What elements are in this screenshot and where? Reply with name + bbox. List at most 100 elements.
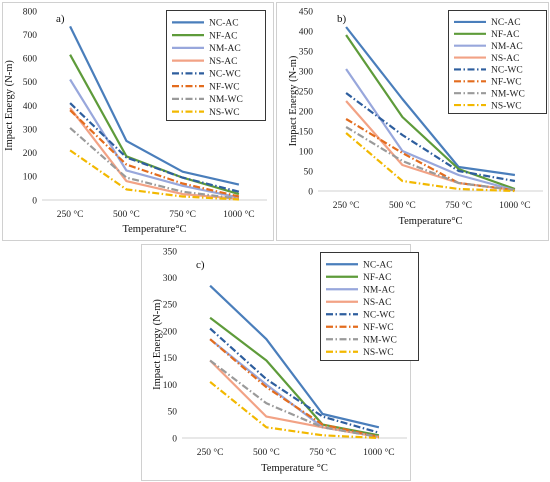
x-tick-label: 750 °C (309, 447, 336, 458)
y-tick-label: 150 (299, 127, 314, 137)
legend-entry: NC-AC (363, 261, 393, 271)
x-tick-label: 750 °C (445, 200, 472, 211)
legend-box (320, 252, 419, 361)
y-tick-label: 700 (23, 31, 38, 41)
y-tick-label: 200 (163, 327, 178, 337)
series-line-nf-ac (69, 54, 240, 196)
y-tick-label: 100 (163, 381, 178, 391)
panel-label: b) (337, 13, 347, 25)
y-tick-label: 200 (299, 107, 314, 117)
series-line-nc-wc (69, 102, 240, 193)
y-tick-label: 0 (308, 187, 313, 197)
y-tick-label: 800 (23, 7, 38, 17)
legend-entry: NF-WC (209, 82, 240, 92)
y-tick-label: 150 (163, 354, 178, 364)
series-line-ns-wc (69, 149, 239, 201)
series-line-nc-ac (209, 284, 380, 429)
panel-label: c) (196, 259, 205, 271)
series-line-nc-ac (69, 25, 240, 186)
legend-entry: NM-AC (209, 44, 241, 54)
y-tick-label: 100 (23, 173, 38, 183)
y-tick-label: 600 (23, 55, 38, 65)
y-axis-label: Impact Energy (N-m) (288, 55, 299, 146)
legend-entry: NS-WC (491, 101, 522, 111)
legend-entry: NM-WC (491, 89, 525, 99)
x-tick-label: 500 °C (389, 200, 416, 211)
y-tick-label: 100 (299, 147, 314, 157)
series-line-nm-wc (345, 126, 516, 192)
y-tick-label: 350 (163, 247, 178, 257)
series-line-nc-wc (345, 92, 516, 183)
series-line-nc-wc (209, 327, 380, 434)
series-line-nc-ac (345, 26, 516, 177)
series-line-nm-ac (345, 68, 516, 192)
series-line-nf-wc (345, 118, 516, 192)
x-tick-label: 1000 °C (499, 200, 531, 211)
series-line-nm-wc (69, 127, 240, 200)
x-axis-label: Temperature°C (122, 224, 186, 235)
legend-entry: NM-WC (363, 336, 397, 346)
chart-panel-2: 0 50 100 150 200 250 300 350 400 450 250 °C 500 °C 7… (276, 2, 549, 241)
chart-panel-3: 0 50 100 150 200 250 300 350 250 °C 500 °C 750 °C 1… (141, 244, 419, 481)
legend-entry: NF-WC (491, 78, 522, 88)
series-line-ns-wc (345, 132, 515, 193)
y-axis-label: Impact Energy (N-m) (152, 299, 163, 390)
y-tick-label: 250 (299, 87, 314, 97)
x-tick-label: 250 °C (57, 209, 84, 220)
legend-entry: NM-AC (491, 42, 523, 52)
y-tick-label: 0 (32, 196, 37, 206)
series-line-nf-ac (345, 34, 516, 191)
y-tick-label: 50 (304, 167, 314, 177)
y-tick-label: 250 (163, 301, 178, 311)
series-line-nm-ac (69, 78, 240, 199)
y-tick-label: 200 (23, 149, 38, 159)
y-tick-label: 400 (299, 27, 314, 37)
x-tick-label: 500 °C (113, 209, 140, 220)
legend-entry: NC-AC (209, 19, 239, 29)
series-line-nf-ac (209, 316, 380, 437)
series-line-nf-wc (209, 338, 380, 438)
x-tick-label: 1000 °C (363, 447, 395, 458)
x-tick-label: 750 °C (169, 209, 196, 220)
legend-entry: NS-WC (209, 108, 240, 118)
series-line-nf-wc (69, 109, 240, 198)
y-tick-label: 0 (172, 434, 177, 444)
legend-entry: NM-AC (363, 286, 395, 296)
legend-entry: NC-WC (363, 311, 395, 321)
legend-entry: NF-WC (363, 323, 394, 333)
panel-frame (2, 2, 274, 241)
legend-entry: NS-AC (491, 54, 520, 64)
x-tick-label: 500 °C (253, 447, 280, 458)
x-tick-label: 1000 °C (223, 209, 255, 220)
series-line-ns-ac (209, 359, 380, 438)
y-tick-label: 50 (168, 408, 178, 418)
legend: NC-AC NF-AC NM-AC NS-AC NC-WC NF-WC NM-WC NS-WC (166, 10, 266, 121)
legend-entry: NF-AC (363, 273, 392, 283)
y-axis-label: Impact Energy (N-m) (4, 60, 15, 151)
chart-panel-1: 0 100 200 300 400 500 600 700 800 250 °C 500 °C 750… (2, 2, 274, 241)
y-tick-label: 300 (23, 125, 38, 135)
legend-entry: NC-WC (209, 70, 241, 80)
x-tick-label: 250 °C (333, 200, 360, 211)
y-tick-label: 450 (299, 7, 314, 17)
x-tick-label: 250 °C (197, 447, 224, 458)
legend-entry: NF-AC (491, 30, 520, 40)
legend-entry: NC-AC (491, 18, 521, 28)
panel-label: a) (56, 13, 65, 25)
legend-entry: NM-WC (209, 95, 243, 105)
y-tick-label: 350 (299, 47, 314, 57)
panel-frame (276, 2, 549, 241)
series-line-ns-ac (69, 107, 239, 200)
legend-box (448, 10, 547, 114)
legend-entry: NC-WC (491, 66, 523, 76)
series-line-ns-wc (209, 381, 379, 440)
legend-entry: NF-AC (209, 31, 238, 41)
legend-box (166, 10, 266, 121)
x-axis-label: Temperature °C (261, 463, 328, 474)
legend-entry: NS-AC (209, 57, 238, 67)
series-line-nm-wc (209, 359, 380, 438)
legend-entry: NS-AC (363, 298, 392, 308)
